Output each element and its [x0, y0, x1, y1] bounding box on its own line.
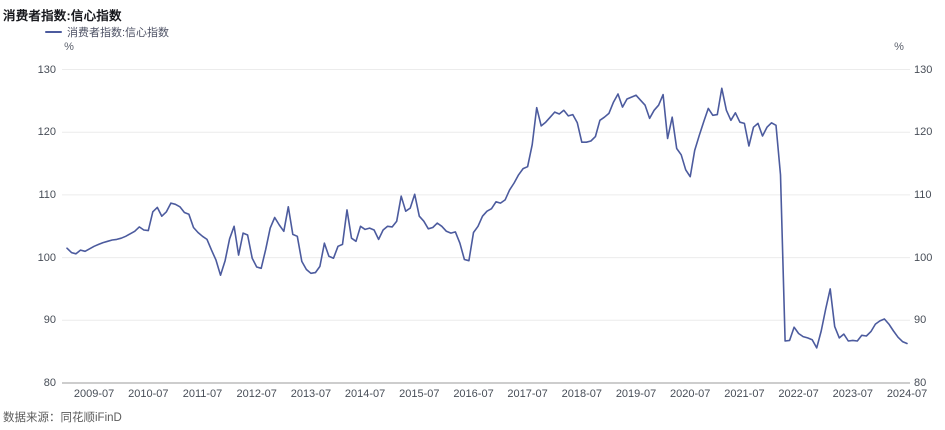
x-tick-label: 2012-07: [236, 388, 277, 400]
y-tick-label-right: 130: [914, 63, 933, 76]
y-tick-label-left: 120: [37, 126, 56, 139]
y-tick-label-left: 110: [38, 188, 56, 201]
x-tick-label: 2024-07: [886, 388, 928, 400]
legend-label: 消费者指数:信心指数: [67, 27, 170, 39]
legend[interactable]: 消费者指数:信心指数: [45, 25, 169, 39]
data-source: 数据来源：同花顺iFinD: [3, 412, 122, 424]
y-tick-label-right: 110: [914, 188, 932, 201]
y-tick-label-right: 100: [914, 251, 933, 264]
y-tick-label-right: 120: [914, 126, 933, 139]
x-tick-label: 2021-07: [724, 388, 765, 400]
x-tick-label: 2019-07: [615, 388, 657, 400]
y-tick-label-left: 100: [37, 251, 56, 264]
y-tick-label-left: 130: [37, 63, 56, 76]
x-tick-label: 2011-07: [182, 388, 223, 400]
x-tick-label: 2009-07: [73, 388, 115, 400]
chart-title: 消费者指数:信心指数: [3, 9, 122, 23]
y-axis-unit-right: %: [894, 41, 904, 53]
y-tick-label-right: 80: [914, 377, 927, 389]
x-tick-label: 2017-07: [507, 388, 548, 400]
x-tick-label: 2023-07: [832, 388, 873, 400]
x-tick-label: 2016-07: [453, 388, 494, 400]
x-tick-label: 2013-07: [290, 388, 332, 400]
x-tick-label: 2010-07: [128, 388, 169, 400]
x-tick-label: 2018-07: [561, 388, 602, 400]
x-tick-label: 2022-07: [778, 388, 819, 400]
y-tick-label-left: 90: [43, 314, 56, 327]
x-tick-label: 2014-07: [344, 388, 386, 400]
x-tick-label: 2020-07: [670, 388, 711, 400]
legend-line-marker: [45, 30, 62, 34]
series-line[interactable]: [66, 87, 908, 349]
y-tick-label-right: 90: [914, 314, 927, 327]
y-tick-label-left: 80: [43, 377, 56, 389]
x-tick-label: 2015-07: [399, 388, 440, 400]
y-axis-unit-left: %: [64, 41, 74, 53]
